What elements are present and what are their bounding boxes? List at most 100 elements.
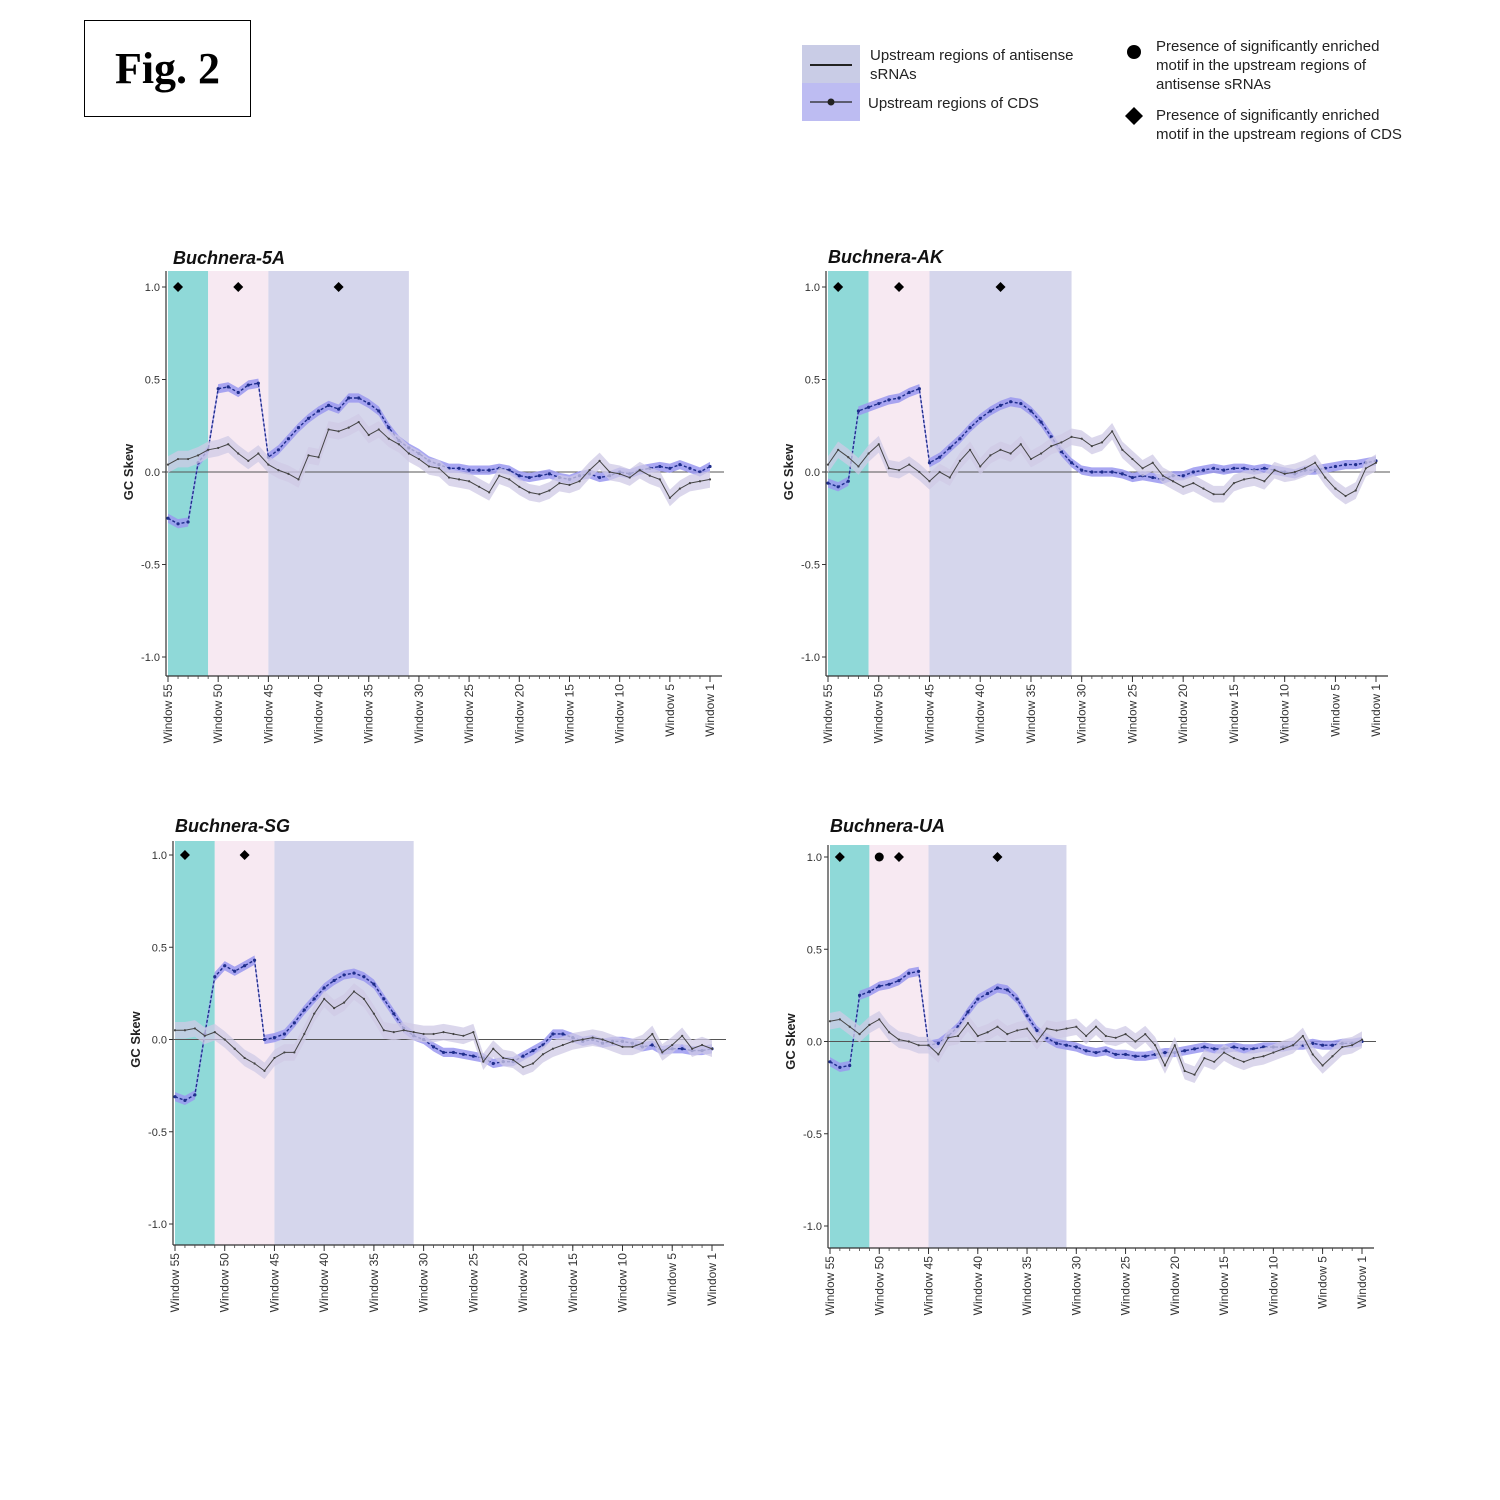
antisense-data-point [213, 1031, 216, 1034]
antisense-data-point [1094, 1025, 1098, 1028]
cds-data-point [668, 466, 672, 470]
antisense-data-point [287, 472, 290, 475]
cds-data-point [907, 390, 911, 395]
cds-data-point [312, 997, 316, 1001]
antisense-data-point [442, 1031, 445, 1034]
x-tick-label: Window 35 [367, 1253, 381, 1313]
x-tick-label: Window 45 [922, 684, 936, 744]
y-tick-label: -0.5 [803, 1129, 822, 1141]
antisense-data-point [1232, 1057, 1236, 1060]
antisense-data-point [377, 428, 380, 431]
cds-data-point [467, 468, 471, 472]
cds-data-point [183, 1098, 187, 1102]
cds-data-point [917, 387, 921, 391]
cds-data-point [276, 448, 281, 452]
cds-data-point [678, 463, 682, 467]
panel-title: Buchnera-AK [828, 247, 945, 267]
antisense-data-point [447, 476, 451, 479]
antisense-data-point [267, 463, 270, 466]
x-tick-label: Window 45 [267, 1253, 281, 1313]
antisense-data-point [247, 459, 250, 462]
antisense-data-point [700, 1043, 704, 1047]
cds-data-point [1320, 1043, 1325, 1047]
cds-data-point [1183, 1049, 1187, 1053]
antisense-data-point [1202, 487, 1205, 490]
antisense-data-point [367, 433, 370, 437]
antisense-data-point [611, 1042, 614, 1045]
y-tick-label: 1.0 [145, 282, 160, 294]
y-axis-title: GC Skew [783, 1012, 798, 1069]
cds-data-point [166, 516, 170, 520]
cds-data-point [316, 409, 321, 413]
antisense-data-point [313, 1012, 316, 1015]
antisense-data-point [362, 997, 366, 1001]
antisense-data-point [1272, 1051, 1275, 1054]
x-tick-label: Window 35 [1020, 1256, 1034, 1316]
antisense-data-point [273, 1056, 276, 1060]
cds-data-point [848, 1063, 852, 1068]
antisense-data-point [887, 467, 890, 470]
cds-data-point [1201, 468, 1206, 472]
antisense-data-point [1253, 476, 1256, 479]
x-tick-label: Window 1 [705, 1253, 719, 1306]
antisense-data-point [528, 491, 531, 494]
antisense-data-point [538, 493, 541, 496]
antisense-data-point [568, 483, 571, 487]
antisense-data-point [437, 467, 441, 470]
antisense-data-point [1282, 1047, 1285, 1050]
cds-data-point [948, 446, 952, 450]
cds-data-point [1029, 409, 1033, 413]
cds-data-point [968, 426, 972, 430]
antisense-data-point [387, 437, 390, 440]
x-tick-label: Window 45 [922, 1256, 936, 1316]
cds-data-point [382, 997, 386, 1001]
antisense-data-point [1131, 457, 1134, 461]
antisense-data-point [508, 478, 511, 481]
antisense-data-point [888, 1031, 891, 1034]
cds-data-point [1094, 1050, 1098, 1055]
cds-data-point [527, 475, 531, 480]
antisense-data-point [468, 480, 471, 483]
cds-data-point [1333, 464, 1338, 469]
antisense-data-point [908, 463, 911, 466]
antisense-data-point [337, 430, 340, 433]
antisense-data-point [253, 1062, 256, 1065]
antisense-data-point [1045, 1027, 1048, 1030]
antisense-data-point [203, 1034, 206, 1037]
antisense-data-point [848, 1025, 851, 1028]
x-tick-label: Window 50 [872, 1256, 886, 1316]
x-tick-label: Window 40 [971, 1256, 985, 1316]
x-tick-label: Window 25 [462, 684, 476, 744]
cds-data-point [1123, 1052, 1128, 1057]
x-tick-label: Window 55 [823, 1256, 837, 1316]
legend-swatch-cds [802, 83, 860, 121]
antisense-data-point [651, 1032, 654, 1036]
cds-data-point [292, 1021, 296, 1025]
region-pink [208, 271, 269, 676]
antisense-data-point [868, 1023, 871, 1026]
antisense-data-point [671, 1043, 674, 1047]
antisense-data-point [710, 1047, 714, 1050]
cds-data-point [1019, 401, 1023, 406]
cds-data-point [531, 1048, 535, 1053]
antisense-data-point [237, 452, 240, 455]
panel-title: Buchnera-UA [830, 816, 945, 836]
cds-motif-diamond-marker [833, 282, 844, 292]
antisense-data-point [581, 1038, 584, 1041]
x-tick-label: Window 5 [665, 1253, 679, 1306]
legend-swatch-antisense [802, 45, 860, 83]
region-teal [830, 845, 870, 1248]
antisense-data-point [989, 454, 992, 457]
x-tick-label: Window 30 [1075, 684, 1089, 744]
antisense-data-point [1019, 443, 1022, 446]
cds-data-point [236, 390, 240, 395]
cds-data-point [233, 969, 237, 973]
antisense-data-point [1171, 480, 1175, 483]
antisense-data-point [878, 1018, 881, 1021]
cds-data-point [352, 971, 356, 975]
antisense-data-point [938, 470, 941, 474]
legend-cds-line-sample [810, 98, 852, 106]
antisense-data-point [1262, 1055, 1265, 1058]
x-tick-label: Window 1 [703, 684, 717, 737]
cds-data-point [1262, 466, 1266, 470]
